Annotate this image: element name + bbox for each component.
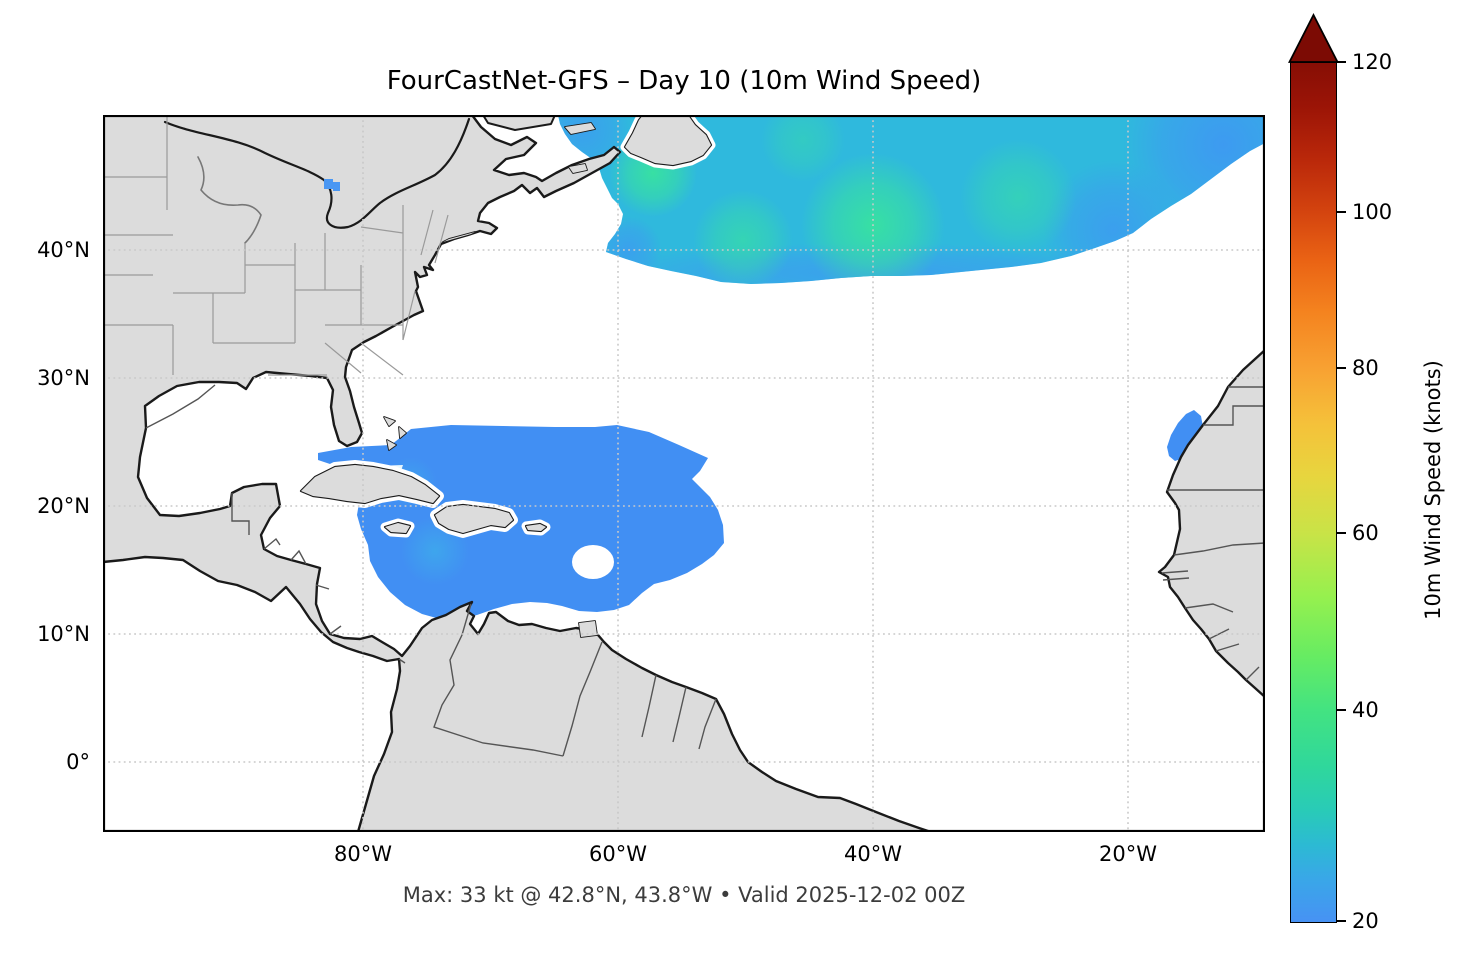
map-plot-area	[103, 115, 1265, 832]
colorbar-ticklabel-100: 100	[1352, 200, 1393, 224]
colorbar-ticklabel-40: 40	[1352, 698, 1379, 722]
subtitle-max-valid: Max: 33 kt @ 42.8°N, 43.8°W • Valid 2025…	[402, 883, 966, 907]
wind-patch-west-africa	[1167, 410, 1203, 461]
colorbar-tick-120	[1337, 61, 1346, 63]
colorbar-tick-60	[1337, 532, 1346, 534]
y-tick-30n: 30°N	[37, 366, 90, 390]
colorbar-axis-label: 10m Wind Speed (knots)	[1421, 360, 1445, 620]
colorbar-tick-100	[1337, 211, 1346, 213]
colorbar-tick-80	[1337, 367, 1346, 369]
y-tick-40n: 40°N	[37, 238, 90, 262]
country-borders	[145, 384, 1265, 757]
islands-bahamas	[383, 416, 407, 451]
landmass-north-south-america	[103, 115, 933, 832]
wind-patch-lake-huron	[324, 179, 340, 191]
island-long-island	[442, 231, 476, 243]
axes-frame	[103, 115, 1265, 832]
data-gap-puerto-rico-se	[572, 545, 614, 579]
x-tick-40w: 40°W	[844, 842, 902, 866]
page-title: FourCastNet-GFS – Day 10 (10m Wind Speed…	[386, 66, 982, 96]
landmass-west-africa	[1157, 348, 1265, 699]
island-pei	[568, 163, 588, 174]
colorbar-extend-arrow	[1288, 13, 1339, 63]
map-canvas	[103, 115, 1265, 832]
colorbar-ticklabel-120: 120	[1352, 50, 1393, 74]
landmass-quebec-north-shore	[482, 115, 556, 131]
y-tick-10n: 10°N	[37, 622, 90, 646]
colorbar-gradient	[1290, 62, 1337, 923]
great-lakes-outline	[163, 117, 471, 244]
island-trinidad	[578, 620, 598, 638]
wind-patch-caribbean	[318, 425, 724, 619]
islands-group	[296, 115, 716, 638]
colorbar-tick-40	[1337, 709, 1346, 711]
state-borders	[103, 115, 449, 376]
x-tick-80w: 80°W	[334, 842, 392, 866]
island-anticosti	[564, 122, 596, 135]
x-tick-20w: 20°W	[1099, 842, 1157, 866]
colorbar-ticklabel-60: 60	[1352, 521, 1379, 545]
landmass-group	[103, 115, 1265, 832]
x-tick-60w: 60°W	[589, 842, 647, 866]
colorbar-ticklabel-80: 80	[1352, 356, 1379, 380]
y-tick-0: 0°	[66, 750, 90, 774]
colorbar-ticklabel-20: 20	[1352, 909, 1379, 933]
colorbar-tick-20	[1337, 920, 1346, 922]
y-tick-20n: 20°N	[37, 494, 90, 518]
